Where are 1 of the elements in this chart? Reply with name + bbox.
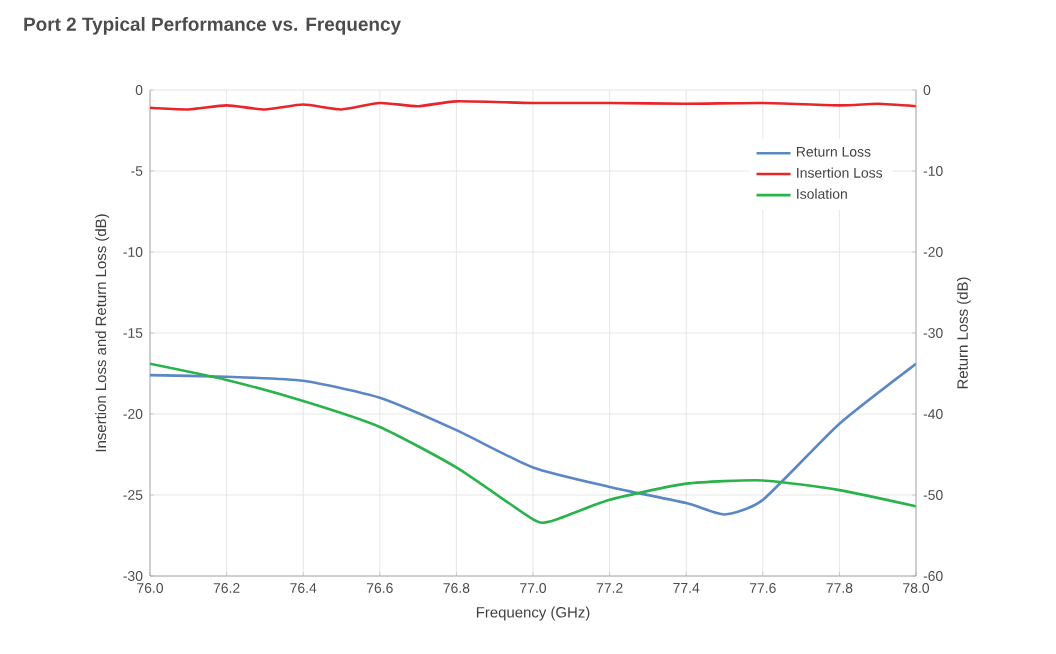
chart-title: Port 2 Typical Performance vs. Frequency: [24, 17, 401, 35]
